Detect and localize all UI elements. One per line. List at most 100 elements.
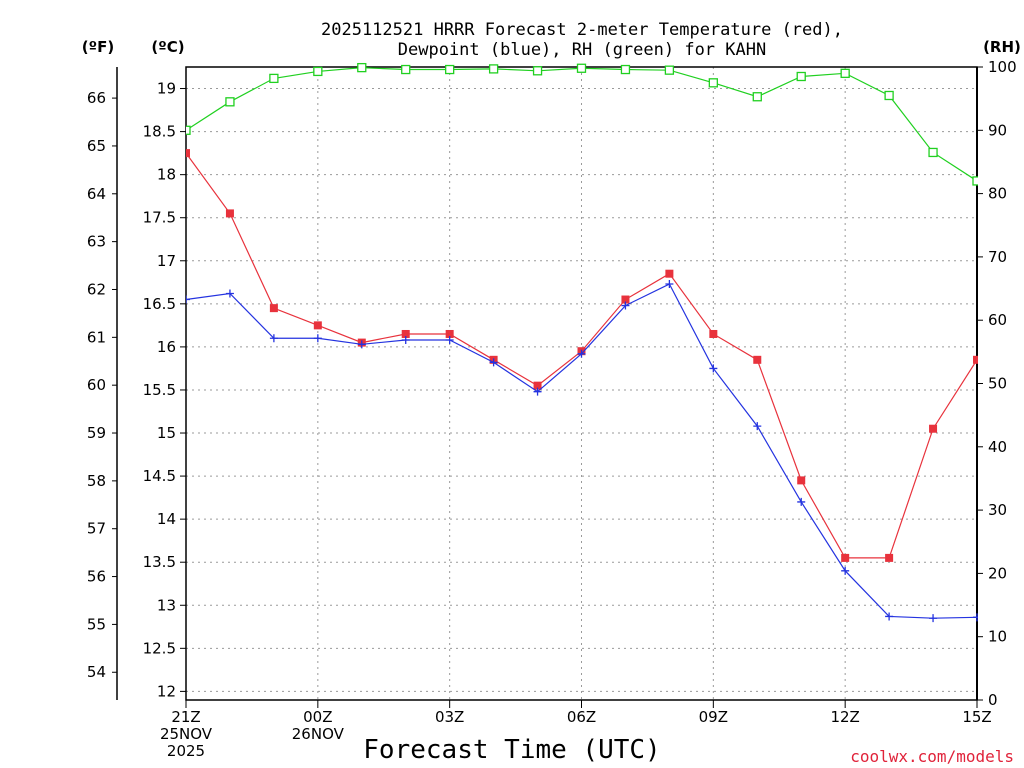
celsius-tick-label: 13 bbox=[157, 596, 176, 614]
rh-point bbox=[186, 125, 191, 135]
rh-series bbox=[186, 62, 978, 186]
rh-point bbox=[752, 92, 762, 102]
chart-subtitle: Dewpoint (blue), RH (green) for KAHN bbox=[398, 40, 766, 60]
rh-point bbox=[576, 63, 587, 73]
x-tick-label: 12Z bbox=[830, 708, 859, 726]
rh-tick-label: 0 bbox=[988, 691, 998, 709]
dewpoint-point bbox=[533, 387, 542, 396]
dewpoint-point bbox=[313, 334, 322, 343]
celsius-tick-label: 15 bbox=[157, 424, 176, 442]
dewpoint-point bbox=[489, 358, 498, 367]
dewpoint-point bbox=[269, 334, 278, 343]
x-tick-label: 21Z bbox=[171, 708, 200, 726]
fahrenheit-tick-label: 58 bbox=[87, 472, 106, 490]
temperature-point bbox=[885, 553, 894, 562]
rh-point bbox=[928, 147, 938, 158]
temperature-point bbox=[841, 553, 850, 562]
temperature-point bbox=[797, 476, 806, 485]
rh-point bbox=[401, 64, 411, 75]
celsius-tick-label: 12.5 bbox=[143, 639, 176, 657]
fahrenheit-tick-label: 64 bbox=[87, 185, 106, 203]
dewpoint-point bbox=[709, 364, 718, 373]
rh-point bbox=[445, 64, 455, 75]
temperature-point bbox=[186, 149, 190, 158]
dewpoint-point bbox=[357, 340, 366, 349]
fahrenheit-tick-label: 65 bbox=[87, 137, 106, 155]
fahrenheit-tick-label: 61 bbox=[87, 328, 106, 346]
rh-point bbox=[313, 66, 323, 77]
rh-tick-label: 20 bbox=[988, 564, 1007, 582]
dewpoint-point bbox=[401, 336, 410, 345]
dewpoint-series bbox=[186, 280, 978, 623]
dewpoint-point bbox=[445, 336, 454, 345]
celsius-tick-label: 18 bbox=[157, 166, 176, 184]
x-tick-label: 26NOV bbox=[292, 725, 345, 743]
x-tick-label: 25NOV bbox=[160, 725, 213, 743]
temperature-point bbox=[929, 424, 938, 433]
celsius-tick-label: 12 bbox=[157, 682, 176, 700]
temperature-point bbox=[445, 329, 454, 338]
rh-point bbox=[708, 78, 718, 88]
celsius-tick-label: 13.5 bbox=[143, 553, 176, 571]
rh-point bbox=[532, 66, 543, 76]
temperature-point bbox=[709, 329, 718, 338]
rh-point bbox=[664, 65, 675, 75]
chart-title: 2025112521 HRRR Forecast 2-meter Tempera… bbox=[321, 20, 843, 40]
rh-tick-label: 40 bbox=[988, 438, 1007, 456]
fahrenheit-unit-label: (ºF) bbox=[82, 38, 114, 56]
dewpoint-point bbox=[186, 295, 190, 304]
rh-point bbox=[840, 68, 850, 78]
credit-text: coolwx.com/models bbox=[850, 747, 1014, 766]
celsius-tick-label: 17 bbox=[157, 252, 176, 270]
dewpoint-point bbox=[225, 289, 234, 298]
temperature-point bbox=[269, 304, 278, 313]
temperature-point bbox=[225, 209, 234, 218]
temperature-point bbox=[753, 355, 762, 364]
fahrenheit-tick-label: 63 bbox=[87, 233, 106, 251]
fahrenheit-tick-label: 62 bbox=[87, 280, 106, 298]
celsius-tick-label: 19 bbox=[157, 80, 176, 98]
temperature-point bbox=[533, 381, 542, 390]
rh-point bbox=[884, 90, 894, 101]
axes bbox=[112, 66, 983, 708]
x-tick-label: 00Z bbox=[303, 708, 332, 726]
dewpoint-point bbox=[577, 349, 586, 358]
x-tick-label: 15Z bbox=[962, 708, 991, 726]
temperature-point bbox=[973, 355, 978, 364]
grid-lines bbox=[186, 67, 977, 700]
celsius-tick-label: 16.5 bbox=[143, 295, 176, 313]
x-tick-label: 06Z bbox=[567, 708, 596, 726]
rh-point bbox=[488, 64, 499, 74]
fahrenheit-tick-label: 59 bbox=[87, 424, 106, 442]
rh-tick-label: 100 bbox=[988, 58, 1017, 76]
fahrenheit-tick-label: 55 bbox=[87, 615, 106, 633]
fahrenheit-tick-label: 66 bbox=[87, 89, 106, 107]
x-axis-label: Forecast Time (UTC) bbox=[363, 735, 660, 765]
rh-tick-label: 60 bbox=[988, 311, 1007, 329]
fahrenheit-tick-label: 56 bbox=[87, 568, 106, 586]
rh-tick-label: 30 bbox=[988, 501, 1007, 519]
celsius-tick-label: 14.5 bbox=[143, 467, 176, 485]
celsius-unit-label: (ºC) bbox=[151, 38, 184, 56]
fahrenheit-tick-label: 57 bbox=[87, 520, 106, 538]
dewpoint-point bbox=[929, 614, 938, 623]
dewpoint-point bbox=[797, 497, 806, 506]
celsius-tick-label: 18.5 bbox=[143, 123, 176, 141]
rh-tick-label: 70 bbox=[988, 248, 1007, 266]
celsius-tick-label: 14 bbox=[157, 510, 176, 528]
celsius-tick-label: 17.5 bbox=[143, 209, 176, 227]
dewpoint-point bbox=[841, 566, 850, 575]
rh-point bbox=[972, 176, 978, 186]
fahrenheit-tick-label: 54 bbox=[87, 663, 106, 681]
rh-point bbox=[620, 64, 631, 75]
celsius-tick-label: 15.5 bbox=[143, 381, 176, 399]
dewpoint-point bbox=[753, 422, 762, 431]
dewpoint-point bbox=[665, 280, 674, 289]
dewpoint-point bbox=[621, 301, 630, 310]
temperature-point bbox=[665, 269, 674, 278]
x-tick-label: 09Z bbox=[699, 708, 728, 726]
rh-point bbox=[225, 97, 235, 107]
rh-tick-label: 50 bbox=[988, 375, 1007, 393]
